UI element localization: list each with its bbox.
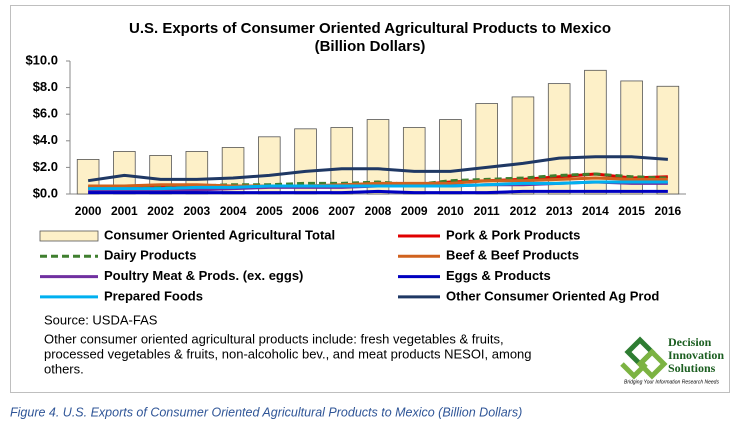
x-tick-label: 2004 xyxy=(220,204,247,218)
x-tick-label: 2016 xyxy=(655,204,682,218)
y-tick-label: $0.0 xyxy=(33,185,58,200)
caption: Figure 4. U.S. Exports of Consumer Orien… xyxy=(10,405,522,419)
bar xyxy=(511,96,535,195)
logo-tagline: Bridging Your Information Research Needs xyxy=(624,379,719,385)
bar xyxy=(366,119,390,195)
legend-label: Other Consumer Oriented Ag Prod xyxy=(446,288,659,303)
legend-label: Poultry Meat & Prods. (ex. eggs) xyxy=(104,268,303,283)
x-tick-label: 2011 xyxy=(474,204,500,218)
legend-label: Dairy Products xyxy=(104,248,196,263)
note-line: Other consumer oriented agricultural pro… xyxy=(44,331,504,346)
y-tick-label: $10.0 xyxy=(25,52,58,67)
y-tick-label: $8.0 xyxy=(33,79,58,94)
line-series xyxy=(87,155,668,183)
chart-title: U.S. Exports of Consumer Oriented Agricu… xyxy=(129,20,611,37)
source: Source: USDA-FAS xyxy=(44,312,158,327)
line-series xyxy=(88,180,668,191)
x-tick-label: 2005 xyxy=(256,204,283,218)
bar xyxy=(620,80,643,195)
x-tick-label: 2006 xyxy=(292,204,319,218)
bar xyxy=(584,69,607,195)
legend-swatch xyxy=(39,230,99,242)
chart-subtitle: (Billion Dollars) xyxy=(315,38,426,55)
x-tick-label: 2002 xyxy=(147,204,174,218)
x-tick-label: 2013 xyxy=(546,204,573,218)
logo-text: Decision xyxy=(668,335,712,349)
x-tick-label: 2003 xyxy=(183,204,210,218)
y-tick-label: $2.0 xyxy=(33,159,58,174)
y-tick-label: $4.0 xyxy=(33,132,58,147)
note-line: processed vegetables & fruits, non-alcoh… xyxy=(44,346,532,361)
line-series xyxy=(88,176,668,188)
x-tick-label: 2008 xyxy=(365,204,392,218)
y-tick-label: $6.0 xyxy=(33,106,58,121)
bar xyxy=(656,85,680,195)
x-tick-label: 2012 xyxy=(510,204,537,218)
line-series xyxy=(88,189,668,195)
note-line: others. xyxy=(44,361,84,376)
x-tick-label: 2010 xyxy=(437,204,464,218)
legend-label: Beef & Beef Products xyxy=(446,248,579,263)
x-tick-label: 2009 xyxy=(401,204,428,218)
x-tick-label: 2000 xyxy=(75,204,102,218)
bar xyxy=(547,83,571,195)
logo-text: Innovation xyxy=(668,348,724,362)
chart-frame xyxy=(10,5,730,393)
legend-label: Consumer Oriented Agricultural Total xyxy=(104,227,335,242)
logo-icon xyxy=(620,336,668,380)
logo-text: Solutions xyxy=(668,361,716,375)
x-tick-label: 2001 xyxy=(111,204,138,218)
legend-label: Prepared Foods xyxy=(104,288,203,303)
x-tick-label: 2014 xyxy=(582,204,609,218)
x-tick-label: 2015 xyxy=(618,204,645,218)
x-tick-label: 2007 xyxy=(328,204,355,218)
legend-label: Eggs & Products xyxy=(446,268,551,283)
legend-label: Pork & Pork Products xyxy=(446,227,580,242)
